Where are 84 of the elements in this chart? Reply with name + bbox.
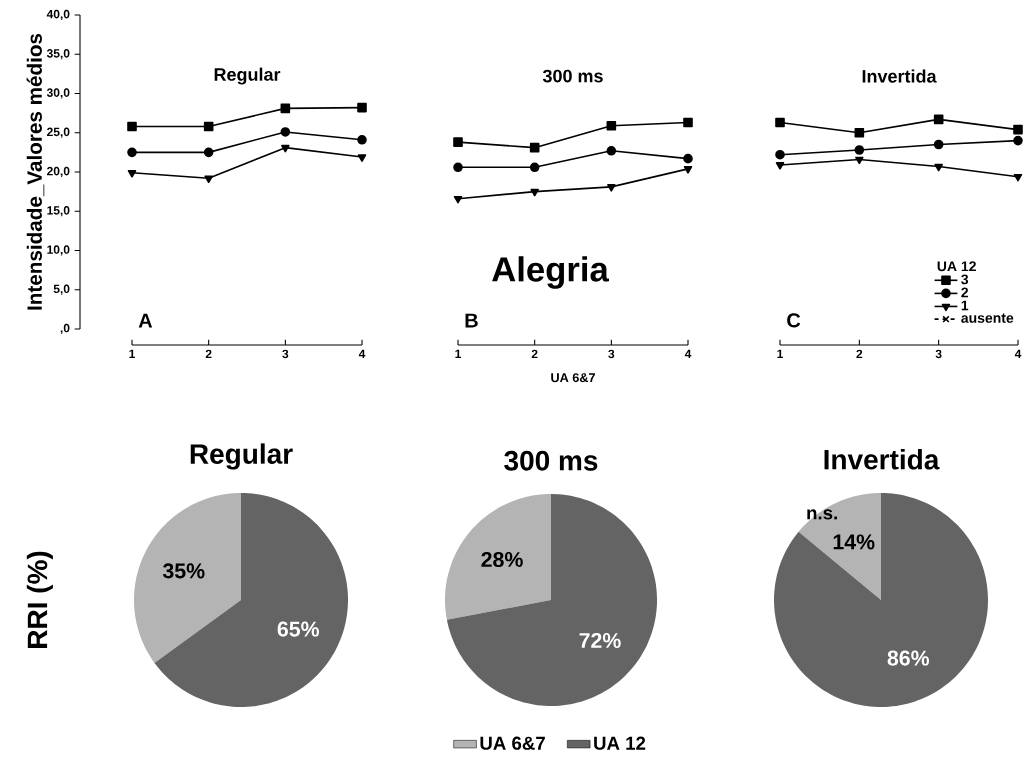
point <box>204 175 213 184</box>
point <box>127 121 137 132</box>
point <box>280 127 291 137</box>
text: Invertida <box>862 69 937 83</box>
point <box>281 144 290 153</box>
chart-title: Invertida <box>824 449 940 470</box>
x-tick-label: 2 <box>856 349 863 359</box>
point <box>854 127 865 138</box>
x-tick-label: 3 <box>935 349 942 359</box>
annotation: B <box>465 313 478 328</box>
x-tick-label: 1 <box>129 349 136 358</box>
point <box>933 114 944 125</box>
y-tick-label: 40,0 <box>46 9 70 21</box>
point <box>127 147 137 158</box>
y-axis-title: Intensidade_Valores médios <box>26 33 45 310</box>
x-tick-label: 2 <box>205 349 212 359</box>
annotation: C <box>787 313 801 328</box>
point <box>1013 173 1023 182</box>
x-axis-title: UA 6&7 <box>551 373 595 383</box>
data-label: 86% <box>887 650 930 666</box>
x-tick-label: 4 <box>684 349 692 358</box>
x-tick-label: 4 <box>1014 349 1022 358</box>
point <box>127 169 137 178</box>
point <box>357 102 367 113</box>
data-label: 72% <box>579 632 621 649</box>
point <box>453 162 463 173</box>
data-label: 28% <box>481 551 523 568</box>
point <box>203 147 214 158</box>
point <box>933 139 944 150</box>
point <box>683 166 693 174</box>
x-tick-label: 2 <box>531 349 538 359</box>
y-tick-label: 30,0 <box>46 88 70 99</box>
point <box>1013 135 1023 146</box>
y-tick-label: 15,0 <box>47 206 70 217</box>
data-label: 65% <box>277 621 320 637</box>
point <box>775 162 785 170</box>
annotation: A <box>138 313 153 328</box>
point <box>934 163 943 172</box>
x-tick-label: 3 <box>608 349 615 359</box>
text: n.s. <box>807 509 837 520</box>
x-tick-label: 1 <box>455 349 462 358</box>
data-label: 14% <box>833 534 875 550</box>
y-tick-label: 35,0 <box>46 49 70 60</box>
legend-label: UA 6&7 <box>480 736 545 750</box>
point <box>357 135 367 145</box>
point <box>280 103 291 114</box>
point <box>530 188 539 197</box>
x-tick-label: 3 <box>282 349 289 359</box>
legend-label: 1 <box>961 300 969 311</box>
legend-title: UA 12 <box>937 261 976 272</box>
y-tick-label: 10,0 <box>47 245 70 256</box>
x-tick-label: 1 <box>777 349 783 358</box>
point <box>855 156 864 165</box>
point <box>529 162 540 173</box>
point <box>683 117 693 128</box>
point <box>606 146 617 156</box>
point <box>606 120 617 131</box>
point <box>854 145 865 155</box>
y-tick-label: ,0 <box>60 323 70 335</box>
point <box>453 195 463 204</box>
point <box>1013 124 1023 135</box>
point <box>529 142 540 153</box>
y-tick-label: 25,0 <box>47 127 70 138</box>
y-tick-label: 5,0 <box>53 284 70 295</box>
text: Regular <box>214 67 281 85</box>
point <box>357 154 367 162</box>
legend-label: ausente <box>961 313 1014 323</box>
chart-title: Regular <box>190 443 293 470</box>
legend-label: 3 <box>961 274 969 285</box>
x-tick-label: 4 <box>358 349 366 358</box>
text: 300 ms <box>542 69 603 83</box>
chart-title: 300 ms <box>504 450 598 471</box>
point <box>775 117 785 128</box>
point <box>683 153 693 164</box>
point <box>775 149 785 160</box>
point <box>453 137 463 147</box>
y-tick-label: 20,0 <box>47 166 70 178</box>
legend-label: UA 12 <box>594 736 646 750</box>
point <box>203 121 214 132</box>
point <box>607 184 616 192</box>
legend-label: 2 <box>961 287 969 298</box>
data-label: 35% <box>162 563 205 579</box>
annotation: Alegria <box>492 256 609 289</box>
text: RRI (%) <box>26 551 53 648</box>
